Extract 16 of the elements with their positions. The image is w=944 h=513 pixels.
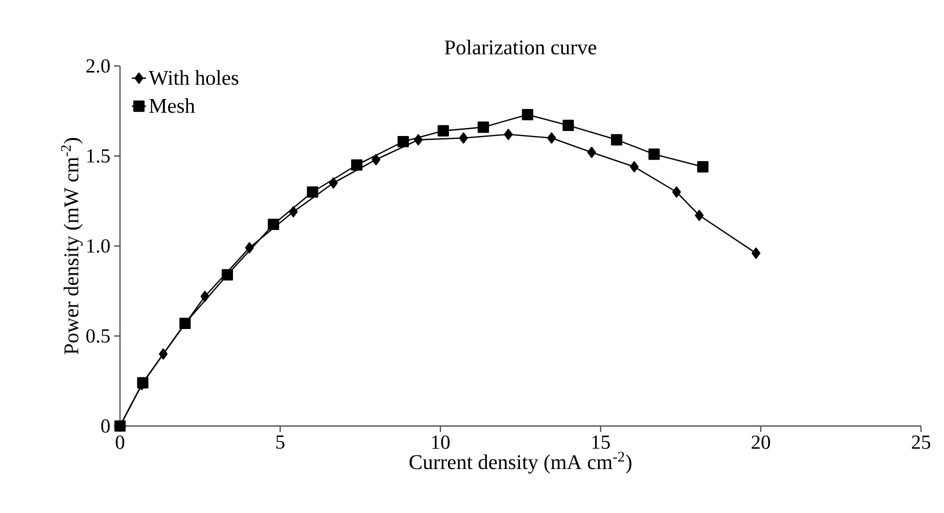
- legend-label: Mesh: [149, 98, 195, 113]
- y-tick-label: 2.0: [86, 59, 110, 73]
- x-tick-label: 5: [276, 436, 284, 449]
- y-tick-label: 1.5: [87, 149, 110, 163]
- y-tick-label: 1.0: [87, 239, 110, 253]
- x-tick-label: 15: [592, 436, 610, 449]
- x-axis-title: Current density (mA cm$^{-2}$): [410, 452, 632, 474]
- y-tick-label: 0: [101, 419, 110, 433]
- x-tick-label: 10: [432, 436, 450, 449]
- legend-label: With holes: [148, 70, 238, 86]
- x-tick-label: 0: [116, 436, 124, 449]
- chart-title: Polarization curve: [444, 40, 596, 54]
- y-axis-title: Power density (mW cm$^{-2}$): [61, 138, 83, 354]
- x-tick-label: 25: [912, 436, 930, 449]
- y-tick-label: 0.5: [86, 329, 110, 343]
- x-tick-label: 20: [752, 436, 770, 449]
